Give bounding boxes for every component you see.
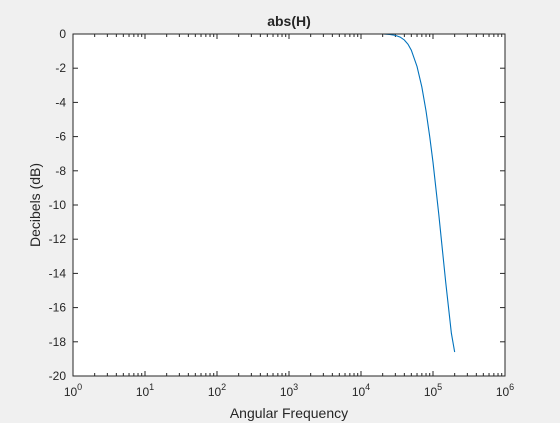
x-tick-label-base: 10 (64, 385, 78, 399)
y-tick-label: -16 (49, 301, 67, 315)
y-tick-labels: 0 -2 -4 -6 -8 -10 -12 -14 -16 -18 -20 (49, 27, 67, 383)
x-tick-label-base: 10 (496, 385, 510, 399)
y-tick-label: -18 (49, 335, 67, 349)
x-tick-label-exponent: 0 (77, 382, 82, 392)
x-tick-label: 101 (136, 382, 154, 399)
y-tick-label: -2 (55, 61, 66, 75)
y-tick-label: -10 (49, 198, 67, 212)
x-tick-label-base: 10 (136, 385, 150, 399)
x-tick-label-exponent: 3 (293, 382, 298, 392)
x-tick-label: 104 (352, 382, 370, 399)
y-axis-title: Decibels (dB) (27, 163, 43, 247)
x-tick-label-base: 10 (208, 385, 222, 399)
axes-box (72, 33, 506, 377)
x-tick-labels: 100 101 102 103 104 105 106 (64, 382, 514, 399)
y-tick-label: -12 (49, 232, 67, 246)
x-tick-label: 105 (424, 382, 442, 399)
x-tick-label-exponent: 5 (437, 382, 442, 392)
y-tick-label: -4 (55, 95, 66, 109)
x-tick-label-exponent: 1 (149, 382, 154, 392)
x-tick-label: 100 (64, 382, 82, 399)
x-tick-label-base: 10 (280, 385, 294, 399)
y-tick-label: -6 (55, 130, 66, 144)
x-tick-label: 106 (496, 382, 514, 399)
x-tick-label-base: 10 (424, 385, 438, 399)
plot-title: abs(H) (267, 13, 311, 29)
x-tick-label-exponent: 2 (221, 382, 226, 392)
x-tick-label-base: 10 (352, 385, 366, 399)
plot-area (73, 34, 505, 376)
y-tick-label: -14 (49, 266, 67, 280)
y-tick-label: -8 (55, 164, 66, 178)
x-tick-label: 102 (208, 382, 226, 399)
x-tick-label: 103 (280, 382, 298, 399)
y-tick-label: 0 (59, 27, 66, 41)
x-axis-title: Angular Frequency (230, 405, 348, 421)
y-tick-label: -20 (49, 369, 67, 383)
x-tick-label-exponent: 4 (365, 382, 370, 392)
x-tick-label-exponent: 6 (509, 382, 514, 392)
